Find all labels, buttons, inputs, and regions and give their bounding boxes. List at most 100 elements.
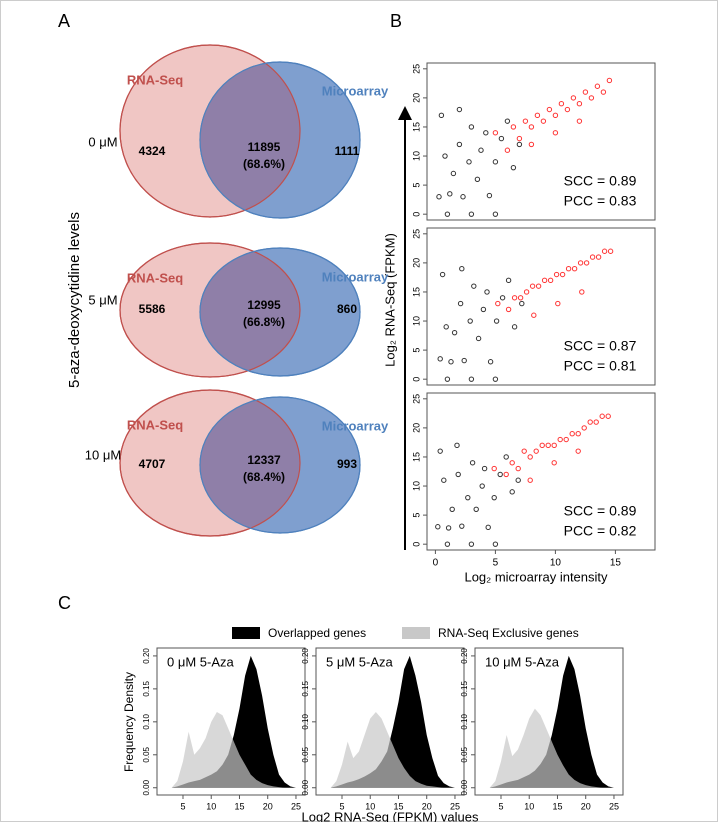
plot-frame (426, 392, 656, 551)
x-tick-label: 15 (610, 558, 622, 569)
scatter-point (605, 413, 611, 419)
x-tick-label: 25 (291, 801, 301, 811)
venn-share: (68.6%) (243, 157, 285, 171)
scatter-point (535, 283, 542, 289)
plot-frame (426, 227, 656, 386)
venn-outline (119, 44, 301, 218)
scatter-point (540, 118, 547, 124)
y-tick-label: 0.05 (460, 746, 469, 762)
scatter-point (456, 141, 463, 148)
x-tick-label: 5 (498, 801, 503, 811)
scatter-point (478, 147, 484, 153)
scatter-point (555, 300, 561, 307)
x-tick-label: 10 (365, 801, 375, 811)
scatter-point (455, 471, 461, 478)
scatter-point (551, 442, 557, 449)
x-tick-label: 5 (339, 801, 344, 811)
scatter-point (600, 89, 607, 95)
scatter-point (576, 118, 583, 124)
y-tick-label: 20 (411, 423, 421, 433)
scatter-point (481, 465, 488, 472)
scatter-point (436, 194, 442, 200)
scatter-point (505, 306, 512, 313)
scatter-point (459, 266, 465, 272)
scatter-point (570, 95, 577, 101)
scatter-point (483, 130, 489, 136)
scatter-point (444, 211, 451, 217)
density-y-label: Frequency Density (122, 672, 136, 772)
venn-count: 5586 (139, 302, 166, 316)
panel-letter: A (58, 11, 70, 31)
scatter-point (564, 106, 571, 113)
venn-count: 860 (337, 302, 357, 316)
x-tick-label: 20 (263, 801, 273, 811)
scatter-point (441, 477, 447, 483)
scatter-point (559, 271, 566, 278)
scatter-point (510, 124, 517, 130)
scatter-point (557, 436, 563, 443)
scatter-point (563, 436, 569, 443)
scatter-point (468, 541, 475, 547)
scatter-point (505, 277, 512, 284)
scatter-point (442, 153, 448, 159)
y-tick-label: 0 (411, 542, 421, 547)
scatter-point (444, 376, 451, 382)
scatter-point (492, 211, 499, 217)
y-tick-label: 5 (411, 348, 421, 353)
venn-count: 11895 (248, 140, 281, 154)
scatter-point (571, 266, 578, 272)
scatter-point (503, 471, 509, 478)
scatter-point (606, 77, 613, 84)
scatter-point (456, 106, 463, 113)
venn-count: 4324 (139, 144, 166, 158)
scatter-point (594, 83, 601, 89)
venn-condition: 10 μM (85, 447, 121, 462)
annotation: SCC = 0.89 (564, 503, 637, 519)
venn-axis-label: 5-aza-deoxycytidine levels (66, 212, 83, 388)
y-tick-label: 15 (411, 452, 421, 462)
scatter-point (485, 524, 491, 531)
scatter-point (577, 260, 584, 266)
scatter-point (468, 124, 475, 130)
scatter-point (552, 130, 559, 136)
arrow-head (398, 106, 412, 120)
venn: RNA-Seq Microarray 10 μM 4707 12337 (68.4%) 99… (85, 389, 389, 537)
venn-count: 12995 (247, 298, 281, 312)
scatter-point (492, 130, 499, 136)
scatter-point (601, 248, 608, 254)
scatter-point (546, 106, 553, 113)
scatter-point (583, 260, 590, 266)
x-tick-label: 20 (581, 801, 591, 811)
y-tick-label: 0.10 (301, 713, 310, 729)
scatter-point (531, 312, 537, 318)
scatter-point (607, 248, 614, 254)
x-tick-label: 15 (393, 801, 403, 811)
scatter-point (443, 324, 449, 330)
scatter-point (521, 448, 527, 454)
y-tick-label: 20 (411, 93, 421, 103)
scatter-point (581, 425, 587, 431)
y-tick-label: 0.00 (142, 779, 151, 795)
panel-title: 0 μM 5-Aza (167, 654, 235, 669)
x-tick-label: 10 (206, 801, 216, 811)
y-tick-label: 0.10 (460, 713, 469, 729)
y-tick-label: 0.15 (460, 681, 469, 697)
scatter-point (595, 254, 602, 260)
legend-label: Overlapped genes (268, 626, 366, 640)
annotation: PCC = 0.82 (564, 523, 637, 539)
scatter-point (447, 191, 453, 197)
x-tick-label: 20 (422, 801, 432, 811)
y-tick-label: 15 (411, 287, 421, 297)
scatter-point (510, 164, 517, 171)
scatter-point (519, 300, 525, 307)
scatter-point (468, 376, 475, 382)
y-tick-label: 0.15 (142, 681, 151, 697)
scatter-point (474, 176, 481, 182)
x-tick-label: 0 (433, 558, 439, 569)
x-tick-label: 25 (609, 801, 619, 811)
scatter-point (459, 523, 465, 529)
venn-overlap (200, 62, 300, 217)
scatter-point (529, 283, 536, 289)
